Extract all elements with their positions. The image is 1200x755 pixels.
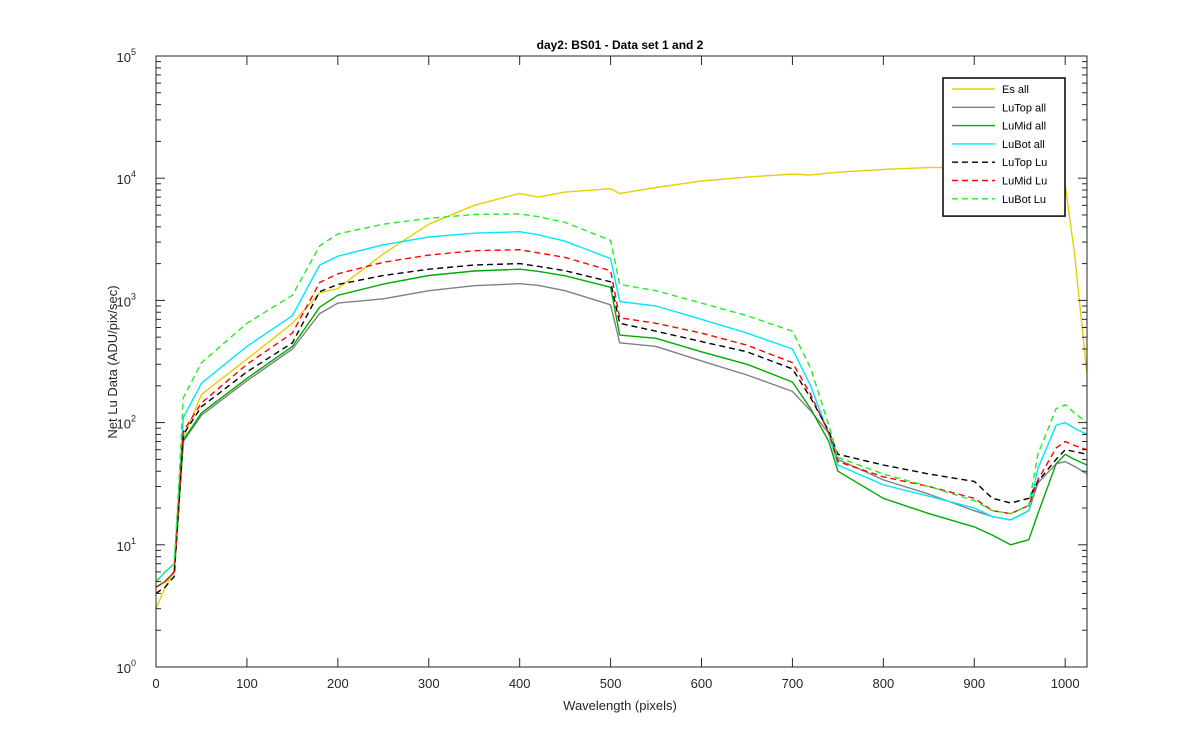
legend-label-2: LuMid all xyxy=(1002,121,1046,133)
x-tick-label: 400 xyxy=(509,676,531,691)
x-tick-label: 500 xyxy=(600,676,622,691)
x-axis-label: Wavelength (pixels) xyxy=(563,698,677,713)
y-axis-label: Net Lu Data (ADU/pix/sec) xyxy=(105,285,120,438)
x-tick-label: 900 xyxy=(963,676,985,691)
legend-label-6: LuBot Lu xyxy=(1002,194,1046,206)
series-line-2 xyxy=(156,268,1087,588)
x-tick-label: 1000 xyxy=(1051,676,1080,691)
y-tick-label: 105 xyxy=(117,47,136,65)
axes-layer: 0 100 200 300 400 500 600 700 800 900 1000 100 101 10… xyxy=(117,47,1088,691)
y-tick-label: 100 xyxy=(117,658,136,676)
axes-box xyxy=(155,55,1088,668)
legend-label-4: LuTop Lu xyxy=(1002,157,1047,169)
legend-label-5: LuMid Lu xyxy=(1002,176,1047,188)
x-tick-label: 800 xyxy=(872,676,894,691)
y-tick-label: 101 xyxy=(117,536,136,554)
legend-box xyxy=(942,77,1066,217)
x-tick-label: 200 xyxy=(327,676,349,691)
series-line-6 xyxy=(156,213,1087,583)
x-tick-label: 600 xyxy=(691,676,713,691)
x-tick-label: 700 xyxy=(782,676,804,691)
legend-label-1: LuTop all xyxy=(1002,102,1046,114)
legend: Es all LuTop all LuMid all LuBot all LuTop L… xyxy=(942,77,1066,217)
y-tick-label: 102 xyxy=(117,414,136,432)
x-tick-label: 0 xyxy=(152,676,159,691)
plot-background xyxy=(156,56,1087,667)
y-tick-label: 104 xyxy=(117,169,136,187)
legend-label-0: Es all xyxy=(1002,84,1029,96)
x-tick-label: 300 xyxy=(418,676,440,691)
series-line-3 xyxy=(156,230,1087,583)
chart-title: day2: BS01 - Data set 1 and 2 xyxy=(537,38,704,52)
y-tick-label: 103 xyxy=(117,291,136,309)
x-tick-label: 100 xyxy=(236,676,258,691)
legend-label-3: LuBot all xyxy=(1002,139,1045,151)
series-line-5 xyxy=(156,248,1087,588)
plot-area xyxy=(156,56,1087,667)
